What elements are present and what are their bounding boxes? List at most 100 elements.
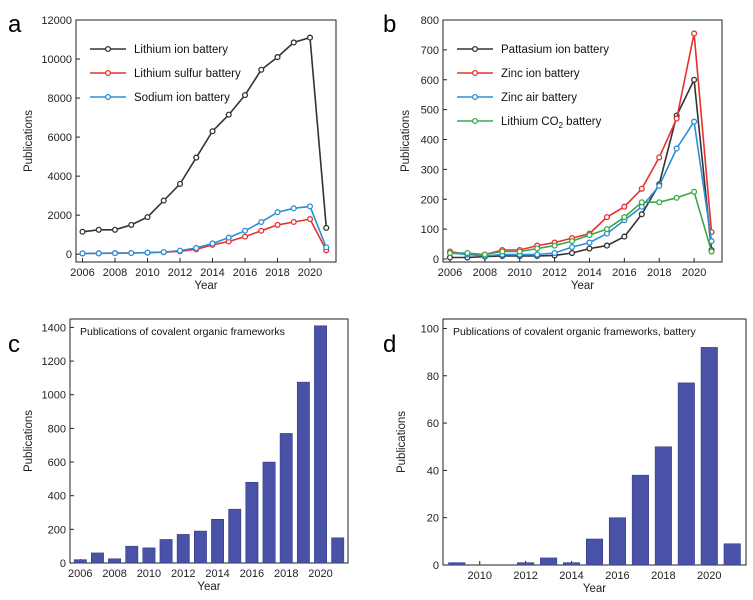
x-tick-label: 2012 (171, 568, 195, 580)
y-tick-label: 1400 (42, 322, 66, 334)
legend-marker (471, 117, 479, 125)
y-tick-label: 20 (427, 513, 439, 525)
y-tick-label: 0 (433, 560, 439, 572)
data-point (160, 197, 167, 204)
y-tick-label: 700 (421, 45, 439, 57)
data-point (111, 250, 119, 257)
plot-frame (75, 19, 337, 263)
data-point (708, 238, 715, 245)
series-line (82, 205, 328, 255)
x-tick-label: 2018 (647, 267, 671, 279)
chart-title: Publications of covalent organic framewo… (80, 326, 285, 338)
data-point (464, 249, 471, 257)
legend-label: Lithium CO2 battery (501, 116, 602, 130)
y-tick-label: 200 (421, 194, 439, 206)
legend-label: Zinc ion battery (501, 68, 580, 80)
legend-marker (104, 45, 112, 53)
data-point (551, 242, 558, 249)
x-tick-label: 2020 (298, 267, 322, 279)
x-axis-label: Year (197, 581, 220, 593)
plot-frame (442, 19, 723, 263)
data-point (323, 244, 330, 251)
bar (608, 517, 626, 566)
data-point (656, 199, 663, 206)
y-axis-label: Publications (23, 110, 35, 172)
legend-label: Lithium ion battery (134, 44, 228, 56)
x-tick-label: 2010 (467, 570, 491, 582)
y-tick-label: 800 (48, 423, 66, 435)
y-tick-label: 12000 (41, 15, 72, 27)
bar (142, 547, 156, 564)
data-point (79, 250, 86, 257)
x-tick-label: 2006 (70, 267, 94, 279)
plot-frame (69, 318, 349, 564)
data-point (638, 211, 645, 218)
chart-title: Publications of covalent organic framewo… (453, 326, 697, 338)
data-point (95, 250, 102, 257)
data-point (274, 54, 281, 61)
x-tick-label: 2012 (513, 570, 537, 582)
y-tick-label: 600 (421, 75, 439, 87)
bar (73, 559, 87, 564)
bar (262, 461, 276, 564)
x-tick-label: 2010 (137, 568, 161, 580)
data-point (656, 182, 663, 189)
data-point (673, 115, 680, 122)
data-point (323, 224, 330, 231)
x-tick-label: 2014 (200, 267, 224, 279)
y-tick-label: 300 (421, 164, 439, 176)
data-point (568, 249, 576, 257)
y-tick-label: 6000 (48, 132, 72, 144)
data-point (534, 251, 541, 258)
data-point (193, 154, 200, 161)
y-tick-label: 60 (427, 418, 439, 430)
data-point (621, 233, 628, 240)
y-tick-label: 4000 (48, 171, 72, 183)
data-point (290, 39, 297, 46)
bar (193, 530, 207, 564)
data-point (586, 239, 593, 246)
data-point (586, 232, 593, 239)
legend-marker (471, 93, 479, 101)
data-point (499, 248, 506, 255)
data-point (481, 251, 488, 258)
series-line (82, 218, 328, 255)
y-axis-label: Publications (400, 110, 412, 172)
y-tick-label: 800 (421, 15, 439, 27)
x-tick-label: 2014 (577, 267, 601, 279)
data-point (603, 214, 610, 221)
bar (331, 537, 345, 564)
x-tick-label: 2006 (438, 267, 462, 279)
y-tick-label: 400 (48, 491, 66, 503)
data-point (603, 226, 610, 233)
data-point (128, 249, 135, 257)
series-line (449, 33, 713, 256)
x-axis-label: Year (583, 583, 606, 595)
bar (563, 562, 581, 566)
data-point (306, 203, 314, 210)
x-tick-label: 2014 (559, 570, 583, 582)
y-tick-label: 2000 (48, 210, 72, 222)
y-axis-label: Publications (23, 410, 35, 472)
panel-letter: b (383, 11, 396, 38)
bar (723, 543, 741, 566)
series-line (450, 76, 713, 259)
legend-marker (471, 69, 479, 77)
data-point (306, 216, 314, 223)
data-point (290, 218, 297, 226)
data-point (621, 203, 628, 210)
bar (125, 545, 139, 564)
x-tick-label: 2014 (205, 568, 229, 580)
bar (517, 562, 535, 566)
bar (159, 539, 173, 564)
legend-label: Pattasium ion battery (501, 44, 609, 56)
data-point (534, 245, 541, 252)
y-tick-label: 0 (60, 558, 66, 570)
bar (211, 518, 225, 564)
x-tick-label: 2020 (308, 568, 332, 580)
data-point (128, 221, 135, 228)
data-point (516, 248, 523, 255)
data-point (656, 154, 663, 161)
panel-letter: a (8, 11, 22, 38)
data-point (638, 185, 645, 192)
